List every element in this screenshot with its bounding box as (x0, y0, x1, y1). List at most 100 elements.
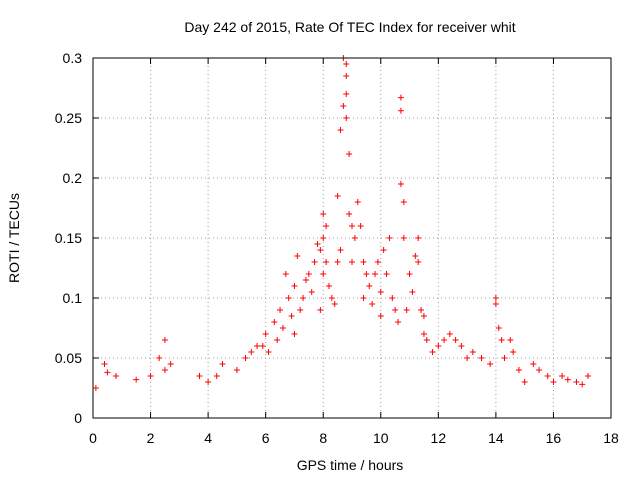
data-point (400, 199, 407, 205)
data-point (501, 355, 508, 361)
data-point (446, 331, 453, 337)
data-point (492, 295, 499, 301)
data-point (320, 271, 327, 277)
data-point (242, 355, 249, 361)
x-axis-label: GPS time / hours (297, 457, 404, 473)
data-point (515, 367, 522, 373)
x-tick-label: 0 (89, 430, 97, 446)
data-point (291, 331, 298, 337)
data-point (351, 235, 358, 241)
data-point (334, 193, 341, 199)
data-point (262, 331, 269, 337)
data-point (323, 223, 330, 229)
data-point (464, 355, 471, 361)
grid-layer (93, 58, 611, 418)
y-tick-label: 0 (74, 410, 82, 426)
data-point (346, 211, 353, 217)
y-tick-label: 0.1 (63, 290, 83, 306)
data-point (265, 349, 272, 355)
data-point (441, 337, 448, 343)
data-point (291, 283, 298, 289)
data-point (458, 343, 465, 349)
data-point (510, 349, 517, 355)
data-point (429, 349, 436, 355)
x-tick-label: 10 (373, 430, 389, 446)
data-point (420, 331, 427, 337)
data-point (205, 379, 212, 385)
data-point (233, 367, 240, 373)
data-point (397, 181, 404, 187)
data-point (300, 295, 307, 301)
data-point (380, 247, 387, 253)
data-point (219, 361, 226, 367)
tick-labels-layer: 0 2 4 6 8 10 12 14 16 18 0 0.05 0.1 0.15 0.2 0.25 0.3 (55, 50, 619, 446)
data-point (498, 337, 505, 343)
data-point (161, 367, 168, 373)
x-tick-label: 4 (204, 430, 212, 446)
data-point (349, 259, 355, 265)
data-point (279, 325, 286, 331)
data-point (288, 313, 295, 319)
data-point (423, 337, 430, 343)
data-point (277, 307, 284, 313)
data-point (196, 373, 203, 379)
data-point (584, 373, 591, 379)
y-tick-label: 0.15 (55, 230, 82, 246)
data-point (317, 247, 324, 253)
x-tick-label: 12 (431, 430, 447, 446)
data-point (397, 94, 404, 101)
y-tick-label: 0.2 (63, 170, 83, 186)
data-point (397, 107, 404, 114)
data-point (530, 361, 537, 367)
data-point (92, 385, 99, 391)
data-point (374, 259, 381, 265)
data-point (331, 301, 338, 307)
data-point (113, 373, 120, 379)
data-point (403, 307, 410, 313)
data-point (294, 253, 301, 259)
data-point (360, 259, 367, 265)
data-point (314, 241, 321, 247)
data-point (254, 343, 261, 349)
y-tick-label: 0.25 (55, 110, 82, 126)
data-point (248, 349, 255, 355)
data-point (101, 361, 108, 367)
data-point (452, 337, 459, 343)
data-point (343, 115, 350, 121)
y-tick-label: 0.05 (55, 350, 82, 366)
data-point (349, 223, 355, 229)
x-tick-label: 2 (147, 430, 155, 446)
x-tick-label: 14 (488, 430, 504, 446)
x-tick-label: 6 (262, 430, 270, 446)
data-point (420, 313, 427, 319)
data-point (311, 259, 318, 265)
data-point (282, 271, 289, 277)
data-point (386, 235, 393, 241)
data-point (259, 343, 266, 349)
data-point (389, 295, 396, 301)
data-point (343, 61, 350, 67)
data-point (395, 319, 402, 325)
data-point (478, 355, 485, 361)
data-point (274, 337, 281, 343)
data-point (369, 301, 376, 307)
x-tick-label: 8 (319, 430, 327, 446)
data-point (343, 91, 350, 97)
data-point (133, 376, 140, 383)
data-point (305, 271, 312, 277)
data-point (167, 361, 174, 367)
data-point (409, 289, 416, 295)
data-point (492, 301, 499, 307)
data-point (320, 211, 327, 217)
data-point (340, 103, 347, 109)
data-point (323, 259, 330, 265)
data-point (271, 319, 278, 325)
data-point (285, 295, 292, 301)
data-point (104, 369, 111, 376)
data-point (392, 307, 399, 313)
data-point (354, 199, 361, 205)
data-point (579, 381, 586, 388)
ticks-layer (92, 57, 612, 419)
data-point (363, 271, 370, 277)
data-point (337, 127, 344, 133)
